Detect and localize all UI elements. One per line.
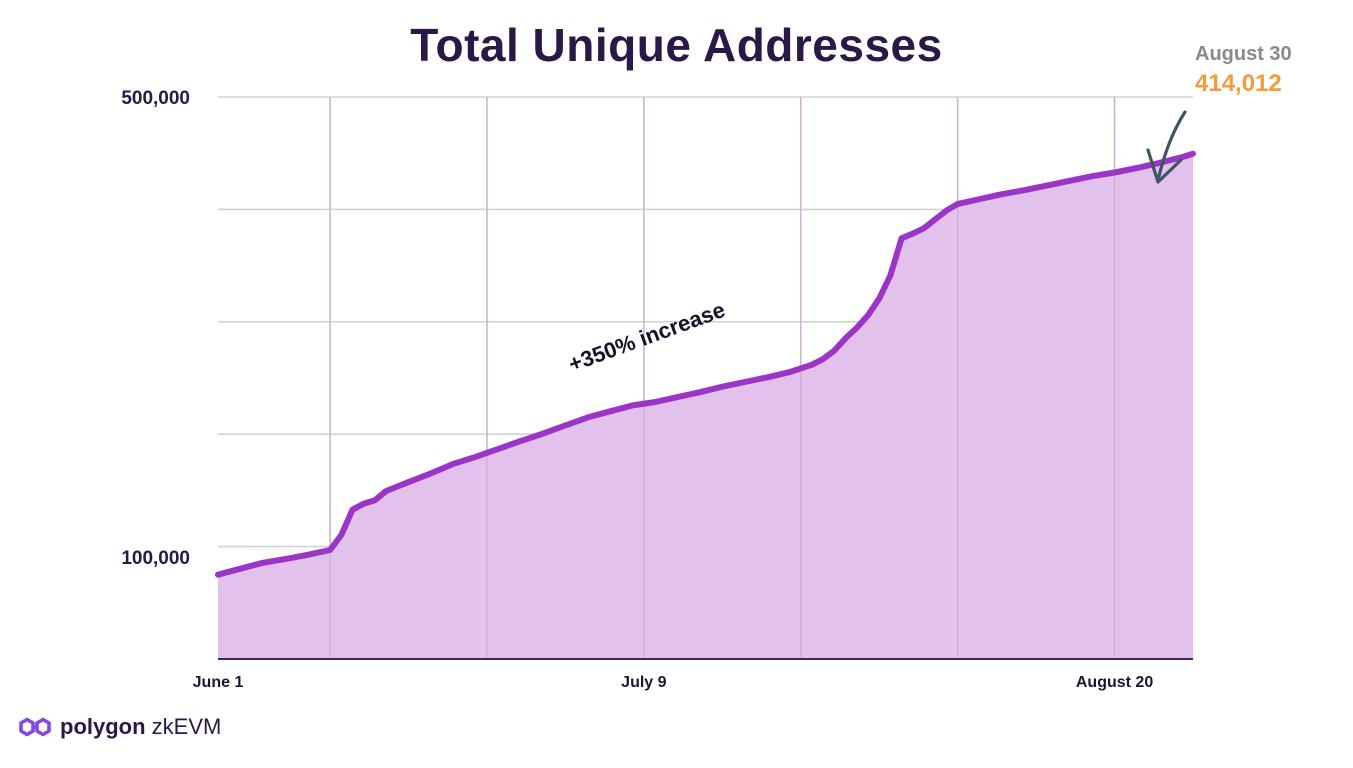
series-line — [215, 150, 1196, 578]
pointer-arrowhead-icon — [1146, 148, 1183, 184]
y-tick-label: 500,000 — [121, 88, 190, 109]
chart-title: Total Unique Addresses — [410, 19, 943, 71]
brand-name: polygon zkEVM — [60, 714, 221, 740]
end-date-label: August 30 — [1195, 43, 1292, 65]
pointer-arrow-icon — [1156, 110, 1187, 182]
y-tick-label: 100,000 — [121, 548, 190, 569]
x-tick-label: June 1 — [193, 674, 244, 691]
end-value-label: 414,012 — [1195, 70, 1282, 97]
brand-name-bold: polygon — [60, 714, 146, 739]
area-fill — [218, 153, 1193, 659]
x-tick-label: August 20 — [1076, 674, 1153, 691]
polygon-logo-icon — [19, 717, 51, 737]
brand-name-light: zkEVM — [145, 714, 222, 739]
tick-labels: 500,000 100,000 June 1 July 9 August 20 — [121, 88, 1153, 691]
x-tick-label: July 9 — [621, 674, 666, 691]
increase-label: +350% increase — [565, 297, 728, 377]
area-series — [215, 97, 1196, 659]
brand-logo: polygon zkEVM — [18, 710, 221, 744]
